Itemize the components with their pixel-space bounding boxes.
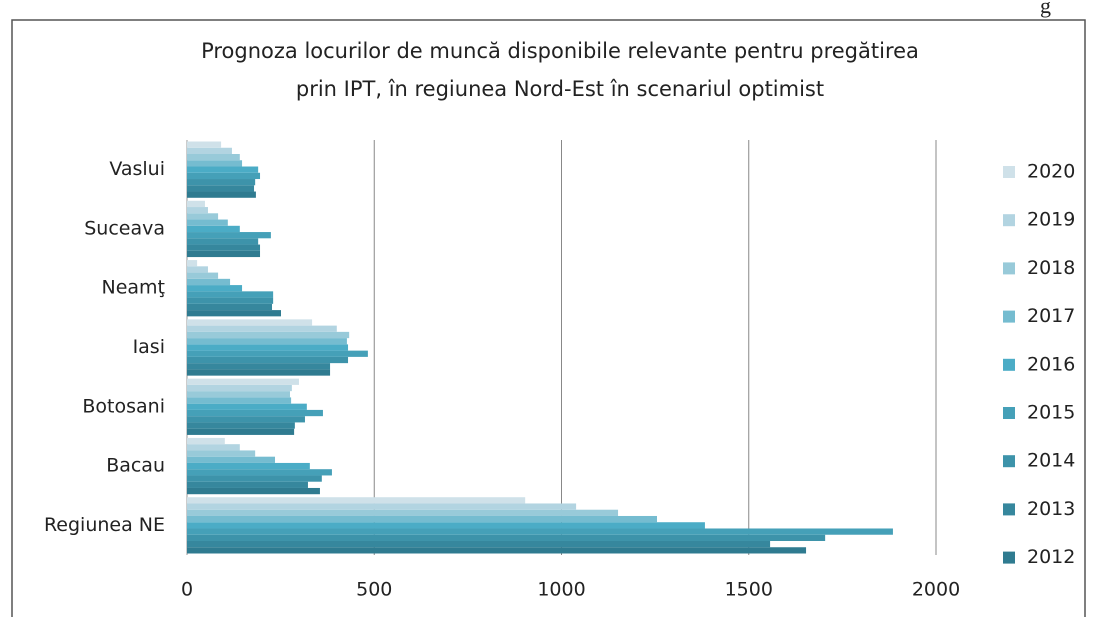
- bar: [187, 428, 295, 435]
- legend-label: 2017: [1027, 305, 1075, 327]
- legend-label: 2012: [1027, 546, 1075, 568]
- legend-label: 2014: [1027, 450, 1075, 472]
- bar: [187, 384, 292, 392]
- bar: [187, 285, 243, 292]
- bar: [187, 356, 349, 364]
- bar: [187, 344, 349, 351]
- bar: [187, 509, 619, 516]
- bar: [187, 291, 274, 298]
- bar: [187, 250, 261, 258]
- bar: [187, 232, 271, 239]
- y-tick-label: Bacau: [106, 455, 165, 477]
- legend-swatch: [1003, 262, 1015, 275]
- legend-label: 2020: [1027, 161, 1075, 183]
- bar: [187, 397, 292, 404]
- bar: [187, 540, 771, 548]
- legend-label: 2013: [1027, 498, 1075, 520]
- bar: [187, 528, 893, 535]
- bar: [187, 369, 331, 376]
- x-tick-label: 0: [181, 579, 193, 601]
- bar: [187, 172, 261, 180]
- frame: [11, 19, 1086, 617]
- bar: [187, 260, 198, 267]
- bar: [187, 244, 261, 251]
- chart-title: prin IPT, în regiunea Nord-Est în scenar…: [296, 77, 824, 101]
- legend-swatch: [1003, 214, 1015, 227]
- chart-title: Prognoza locurilor de muncă disponibile …: [201, 39, 919, 63]
- bar: [187, 409, 323, 417]
- y-tick-label: Vaslui: [109, 158, 165, 180]
- bar: [187, 547, 807, 554]
- bar: [187, 325, 337, 332]
- bar: [187, 147, 232, 155]
- bar: [187, 141, 222, 148]
- bar: [187, 319, 313, 326]
- legend-label: 2019: [1027, 209, 1075, 231]
- bar: [187, 416, 305, 423]
- y-tick-label: Iasi: [133, 336, 165, 358]
- bar: [187, 200, 205, 208]
- bar: [187, 266, 208, 273]
- bar: [187, 437, 225, 445]
- legend-label: 2015: [1027, 402, 1075, 424]
- bar: [187, 219, 228, 226]
- bar: [187, 450, 256, 457]
- bar: [187, 225, 240, 233]
- legend-swatch: [1003, 407, 1015, 419]
- bar: [187, 350, 368, 357]
- bar: [187, 213, 219, 220]
- corner-text: g: [1040, 0, 1051, 18]
- y-tick-label: Suceava: [84, 217, 165, 239]
- bar: [187, 462, 310, 470]
- bar: [187, 272, 219, 279]
- bar: [187, 185, 255, 192]
- legend-label: 2016: [1027, 353, 1075, 375]
- bar: [187, 497, 526, 504]
- x-tick-label: 1500: [725, 579, 773, 601]
- legend-label: 2018: [1027, 257, 1075, 279]
- bar: [187, 278, 231, 286]
- bar: [187, 403, 307, 410]
- x-tick-label: 2000: [912, 579, 960, 601]
- y-tick-label: Neamţ: [101, 277, 165, 299]
- y-tick-label: Regiunea NE: [44, 514, 165, 536]
- legend-swatch: [1003, 503, 1015, 516]
- bar: [187, 422, 295, 429]
- bar: [187, 515, 657, 523]
- y-tick-label: Botosani: [82, 395, 165, 417]
- bar: [187, 469, 332, 476]
- legend-swatch: [1003, 455, 1015, 468]
- legend-swatch: [1003, 358, 1015, 371]
- bar: [187, 179, 256, 186]
- bar: [187, 303, 273, 311]
- legend-swatch: [1003, 166, 1015, 178]
- bar: [187, 456, 276, 463]
- bar: [187, 522, 705, 529]
- legend-swatch: [1003, 551, 1015, 564]
- bar: [187, 160, 243, 167]
- bar: [187, 391, 290, 398]
- bar: [187, 475, 322, 482]
- bar: [187, 310, 281, 317]
- bar: [187, 297, 274, 304]
- x-tick-label: 1000: [537, 579, 585, 601]
- bar: [187, 207, 208, 214]
- bar: [187, 487, 320, 495]
- bar: [187, 444, 240, 451]
- bar: [187, 331, 350, 339]
- bar: [187, 238, 259, 245]
- bar: [187, 481, 308, 488]
- bar: [187, 503, 577, 510]
- bar: [187, 378, 299, 385]
- bar: [187, 363, 331, 370]
- bar: [187, 534, 826, 541]
- bar: [187, 191, 256, 198]
- bar: [187, 166, 259, 173]
- bar: [187, 338, 347, 345]
- x-tick-label: 500: [356, 579, 392, 601]
- bar: [187, 154, 240, 161]
- legend-swatch: [1003, 310, 1015, 323]
